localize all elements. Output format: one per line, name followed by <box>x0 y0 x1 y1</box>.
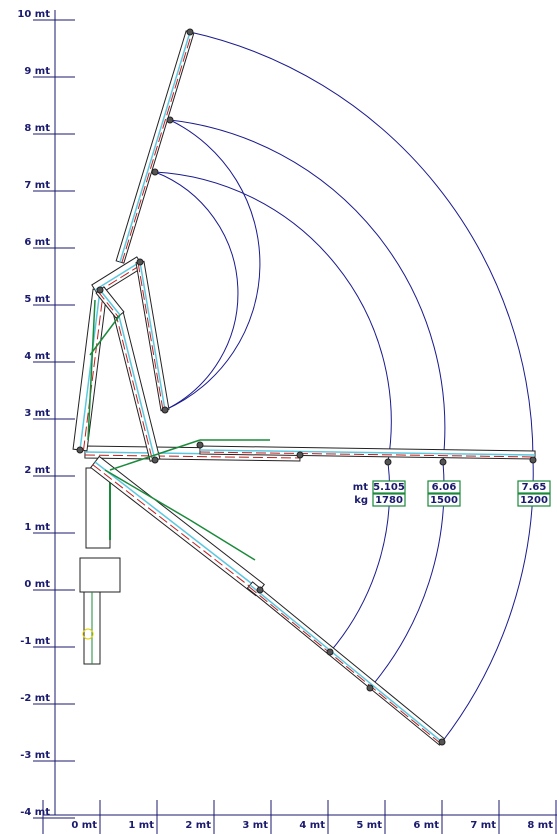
x-tick-label: 1 mt <box>128 820 154 831</box>
pin <box>529 456 537 464</box>
cylinder <box>87 299 96 441</box>
pin <box>186 28 194 36</box>
load-box <box>372 480 406 494</box>
load-value: 1780 <box>375 495 403 506</box>
boom-axis <box>139 261 166 411</box>
reach-arc <box>164 119 261 411</box>
cylinder <box>189 519 256 561</box>
y-tick-label: -3 mt <box>20 750 50 761</box>
pin <box>151 456 159 464</box>
load-value: 1200 <box>520 495 548 506</box>
pin <box>326 648 334 656</box>
x-tick-label: 2 mt <box>185 820 211 831</box>
pin <box>151 168 159 176</box>
boom-hose <box>137 262 164 411</box>
pin <box>439 458 447 466</box>
pin <box>196 441 204 449</box>
reach-arc <box>154 171 239 411</box>
reach-arc <box>189 31 534 743</box>
x-tick-label: 4 mt <box>299 820 325 831</box>
y-tick-label: -4 mt <box>20 807 50 818</box>
y-tick-label: 8 mt <box>24 123 50 134</box>
y-tick-label: 3 mt <box>24 408 50 419</box>
hook <box>82 628 94 640</box>
reach-arc <box>169 119 446 689</box>
column-base <box>79 557 121 593</box>
pin <box>296 451 304 459</box>
load-value: 5.105 <box>373 482 405 493</box>
boom-axis <box>249 584 443 743</box>
y-tick-label: -1 mt <box>20 636 50 647</box>
boom-axis <box>199 449 536 456</box>
cylinder <box>109 439 201 471</box>
boom-hose <box>92 464 259 594</box>
pin <box>161 406 169 414</box>
boom-hose <box>97 291 119 317</box>
x-tick-label: 6 mt <box>413 820 439 831</box>
boom-axis <box>94 261 141 291</box>
pin <box>96 286 104 294</box>
y-tick-label: 5 mt <box>24 294 50 305</box>
y-tick-label: 1 mt <box>24 522 50 533</box>
x-tick-label: 7 mt <box>470 820 496 831</box>
unit-label: mt <box>353 482 368 493</box>
load-box <box>427 480 461 494</box>
load-value: 7.65 <box>522 482 547 493</box>
y-tick-label: 0 mt <box>24 579 50 590</box>
reach-arc <box>154 171 392 653</box>
x-tick-label: 3 mt <box>242 820 268 831</box>
boom-hose <box>121 32 193 263</box>
boom-axis <box>117 311 156 461</box>
y-tick-label: 6 mt <box>24 237 50 248</box>
boom-axis <box>79 289 101 451</box>
load-value: 1500 <box>430 495 458 506</box>
y-tick-label: 7 mt <box>24 180 50 191</box>
pin <box>256 586 264 594</box>
boom-axis <box>94 461 261 591</box>
y-tick-label: 10 mt <box>17 9 50 20</box>
pin <box>166 116 174 124</box>
y-tick-label: -2 mt <box>20 693 50 704</box>
cylinder <box>89 314 121 356</box>
x-tick-label: 0 mt <box>71 820 97 831</box>
boom-axis <box>119 31 191 263</box>
pin <box>384 458 392 466</box>
load-box <box>517 493 551 507</box>
pin <box>136 258 144 266</box>
unit-label: kg <box>354 495 368 506</box>
y-tick-label: 9 mt <box>24 66 50 77</box>
boom-axis <box>99 289 121 316</box>
load-box <box>517 480 551 494</box>
load-box <box>372 493 406 507</box>
boom-hose <box>115 312 154 461</box>
y-tick-label: 4 mt <box>24 351 50 362</box>
pin <box>366 684 374 692</box>
boom-hose <box>82 290 104 451</box>
load-value: 6.06 <box>432 482 457 493</box>
load-box <box>427 493 461 507</box>
pin <box>438 738 446 746</box>
y-tick-label: 2 mt <box>24 465 50 476</box>
x-tick-label: 8 mt <box>527 820 553 831</box>
x-tick-label: 5 mt <box>356 820 382 831</box>
boom-hose <box>84 454 300 459</box>
pin <box>76 446 84 454</box>
cylinder <box>104 469 191 521</box>
